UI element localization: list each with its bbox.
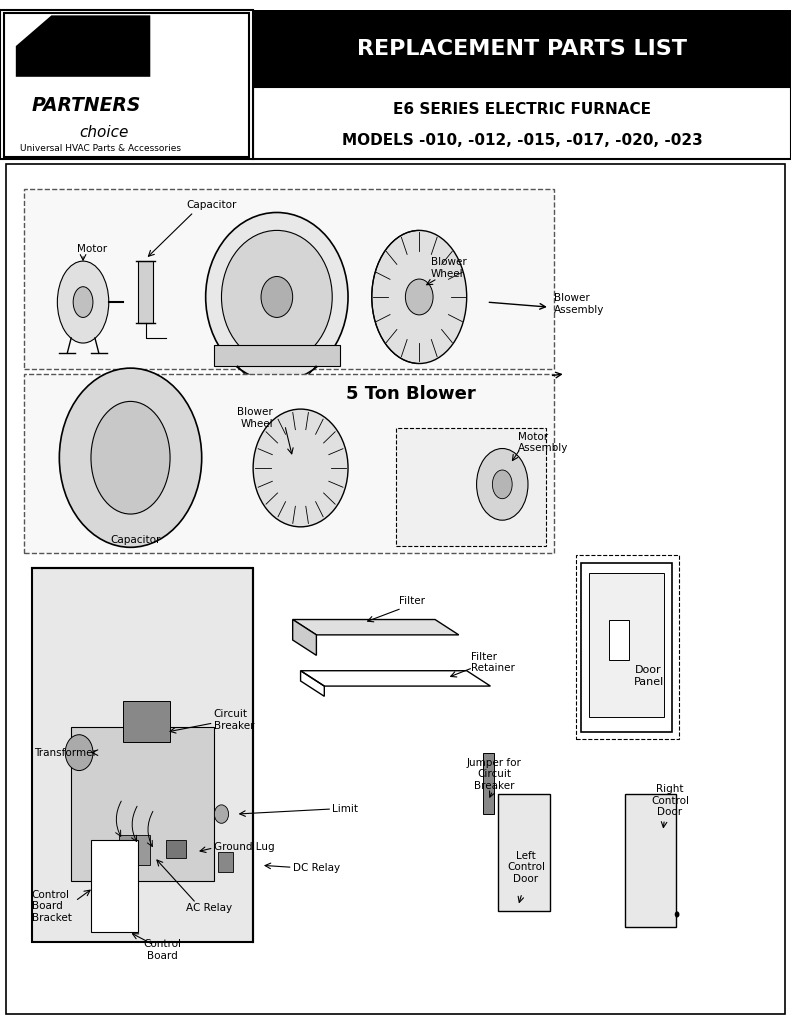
Ellipse shape <box>59 368 202 547</box>
Bar <box>123 701 170 742</box>
Ellipse shape <box>492 470 513 499</box>
Text: Universal HVAC Parts & Accessories: Universal HVAC Parts & Accessories <box>20 144 181 153</box>
Ellipse shape <box>406 279 433 315</box>
Ellipse shape <box>477 449 528 520</box>
Text: Motor
Assembly: Motor Assembly <box>518 431 569 454</box>
Ellipse shape <box>214 805 229 823</box>
Ellipse shape <box>206 213 348 382</box>
Text: Capacitor: Capacitor <box>186 200 237 210</box>
Bar <box>4 13 249 157</box>
Text: Blower
Assembly: Blower Assembly <box>554 293 604 315</box>
Bar <box>589 573 664 717</box>
Ellipse shape <box>65 735 93 770</box>
Bar <box>24 374 554 553</box>
Text: E6 SERIES ELECTRIC FURNACE: E6 SERIES ELECTRIC FURNACE <box>393 102 651 117</box>
Bar <box>138 261 153 323</box>
Bar <box>0 10 253 159</box>
Bar <box>166 840 186 858</box>
Ellipse shape <box>253 409 348 526</box>
Text: PARTNERS: PARTNERS <box>32 96 141 116</box>
Text: Door
Panel: Door Panel <box>634 665 664 687</box>
Text: Filter: Filter <box>399 596 426 606</box>
Bar <box>218 852 233 872</box>
Bar <box>581 563 672 732</box>
Bar <box>119 835 150 865</box>
Text: AC Relay: AC Relay <box>186 903 232 913</box>
Text: Motor: Motor <box>77 244 107 254</box>
Bar <box>253 87 791 159</box>
Text: Filter
Retainer: Filter Retainer <box>471 651 514 674</box>
Bar <box>214 345 340 366</box>
Polygon shape <box>293 620 316 655</box>
Text: REPLACEMENT PARTS LIST: REPLACEMENT PARTS LIST <box>357 39 687 59</box>
Bar <box>71 727 214 881</box>
Text: Blower
Wheel: Blower Wheel <box>431 257 467 279</box>
Bar <box>253 10 791 87</box>
Ellipse shape <box>675 911 679 918</box>
Bar <box>609 620 629 660</box>
Ellipse shape <box>57 261 108 343</box>
Bar <box>576 555 679 739</box>
Text: Circuit
Breaker: Circuit Breaker <box>214 709 254 731</box>
Text: Control
Board: Control Board <box>143 939 181 962</box>
Text: Limit: Limit <box>332 804 358 814</box>
Ellipse shape <box>261 276 293 317</box>
Text: Capacitor: Capacitor <box>111 535 161 545</box>
Bar <box>32 568 253 942</box>
Bar <box>91 840 138 932</box>
Text: Transformer: Transformer <box>34 748 97 758</box>
Ellipse shape <box>73 287 93 317</box>
Bar <box>498 794 550 911</box>
Text: Control
Board
Bracket: Control Board Bracket <box>32 890 71 923</box>
Text: MODELS -010, -012, -015, -017, -020, -023: MODELS -010, -012, -015, -017, -020, -02… <box>342 133 702 147</box>
Bar <box>483 753 494 814</box>
Text: Ground Lug: Ground Lug <box>214 842 274 852</box>
Text: Right
Control
Door: Right Control Door <box>651 784 689 817</box>
Text: choice: choice <box>79 125 128 140</box>
Ellipse shape <box>221 230 332 364</box>
Text: Left
Control
Door: Left Control Door <box>507 851 545 884</box>
Bar <box>24 189 554 369</box>
Text: DC Relay: DC Relay <box>293 863 340 873</box>
Text: Jumper for
Circuit
Breaker: Jumper for Circuit Breaker <box>467 758 522 791</box>
Ellipse shape <box>372 230 467 364</box>
Text: Blower
Wheel: Blower Wheel <box>237 407 273 429</box>
Text: 5 Ton Blower: 5 Ton Blower <box>346 385 476 403</box>
Ellipse shape <box>91 401 170 514</box>
Bar <box>625 794 676 927</box>
Polygon shape <box>16 15 150 77</box>
Bar <box>6 164 785 1014</box>
Polygon shape <box>293 620 459 635</box>
Bar <box>396 428 546 546</box>
